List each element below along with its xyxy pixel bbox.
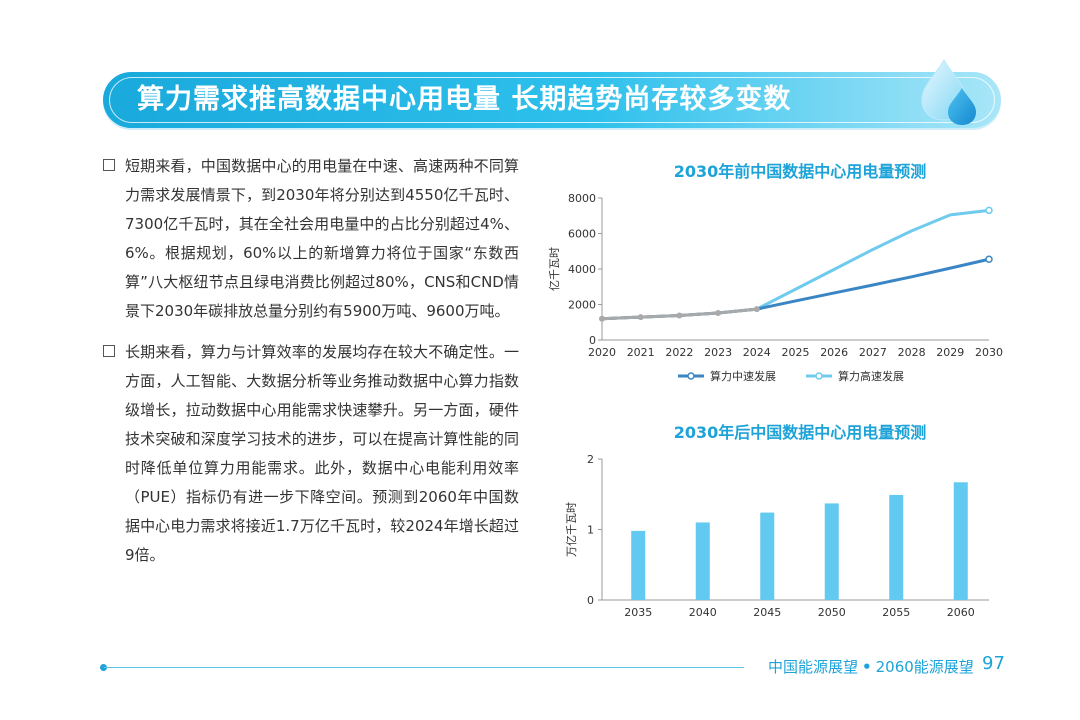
- x-tick-label: 2035: [624, 606, 652, 619]
- y-tick-label: 0: [589, 334, 596, 347]
- y-tick-label: 2000: [568, 299, 596, 312]
- bar: [953, 482, 968, 600]
- bar-chart-title: 2030年后中国数据中心用电量预测: [673, 423, 927, 442]
- y-tick-label: 1: [587, 524, 594, 537]
- x-tick-label: 2028: [898, 346, 926, 359]
- checkbox-bullet-icon: [103, 159, 115, 171]
- data-point: [637, 314, 644, 321]
- bar: [889, 494, 904, 600]
- water-drop-icon: [921, 58, 976, 125]
- list-item: 短期来看，中国数据中心的用电量在中速、高速两种不同算力需求发展情景下，到2030…: [100, 152, 530, 326]
- header-banner: 算力需求推高数据中心用电量 长期趋势尚存较多变数: [103, 72, 1001, 128]
- x-tick-label: 2025: [782, 346, 810, 359]
- x-tick-label: 2020: [588, 346, 616, 359]
- footer-publication: 中国能源展望 • 2060能源展望: [768, 656, 974, 677]
- x-tick-label: 2060: [947, 606, 975, 619]
- x-tick-label: 2023: [704, 346, 732, 359]
- y-tick-label: 2: [587, 453, 594, 466]
- bullet-text: 短期来看，中国数据中心的用电量在中速、高速两种不同算力需求发展情景下，到2030…: [125, 157, 519, 320]
- data-point: [715, 310, 722, 317]
- x-tick-label: 2050: [818, 606, 846, 619]
- x-tick-label: 2022: [665, 346, 693, 359]
- footer-left-text: 中国能源展望: [768, 658, 859, 676]
- x-tick-label: 2026: [820, 346, 848, 359]
- bar: [760, 512, 775, 600]
- footer-right-text: 2060能源展望: [875, 658, 974, 676]
- x-tick-label: 2040: [689, 606, 717, 619]
- x-tick-label: 2029: [936, 346, 964, 359]
- series-endpoint: [985, 206, 993, 215]
- y-axis-label: 亿千瓦时: [548, 247, 561, 291]
- x-tick-label: 2027: [859, 346, 887, 359]
- bar: [631, 530, 646, 600]
- x-tick-label: 2045: [753, 606, 781, 619]
- page-title: 算力需求推高数据中心用电量 长期趋势尚存较多变数: [137, 84, 792, 115]
- line-chart: 0 2000 4000 6000 8000 2020 2021 2022 2023 2024 202…: [548, 192, 1003, 383]
- legend-label: 算力高速发展: [838, 369, 904, 383]
- series-endpoint: [985, 255, 993, 263]
- y-tick-label: 8000: [568, 192, 596, 205]
- y-axis-label: 万亿千瓦时: [565, 502, 578, 557]
- y-tick-label: 6000: [568, 228, 596, 241]
- x-tick-label: 2021: [627, 346, 655, 359]
- checkbox-bullet-icon: [103, 345, 115, 357]
- legend-marker: [687, 372, 695, 380]
- bullet-text: 长期来看，算力与计算效率的发展均存在较大不确定性。一方面，人工智能、大数据分析等…: [125, 343, 519, 564]
- legend-label: 算力中速发展: [710, 369, 776, 383]
- footer-dot: [100, 664, 107, 671]
- footer-divider: [104, 667, 744, 668]
- y-tick-label: 4000: [568, 263, 596, 276]
- bar-chart: 0 1 2 万亿千瓦时 2035 2040 2045 2050 2055 2060: [565, 453, 989, 619]
- x-tick-label: 2055: [882, 606, 910, 619]
- footer-separator: •: [862, 658, 872, 676]
- bar: [695, 522, 710, 600]
- line-chart-title: 2030年前中国数据中心用电量预测: [673, 162, 927, 181]
- x-tick-label: 2030: [975, 346, 1003, 359]
- data-point: [599, 315, 605, 322]
- x-tick-label: 2024: [743, 346, 771, 359]
- data-point: [676, 312, 683, 319]
- bar: [824, 503, 839, 600]
- bullet-list: 短期来看，中国数据中心的用电量在中速、高速两种不同算力需求发展情景下，到2030…: [100, 152, 530, 582]
- banner-border: [109, 77, 995, 123]
- legend-marker: [815, 372, 823, 380]
- y-tick-label: 0: [587, 594, 594, 607]
- data-point: [753, 306, 760, 313]
- page-number: 97: [982, 653, 1005, 674]
- list-item: 长期来看，算力与计算效率的发展均存在较大不确定性。一方面，人工智能、大数据分析等…: [100, 338, 530, 570]
